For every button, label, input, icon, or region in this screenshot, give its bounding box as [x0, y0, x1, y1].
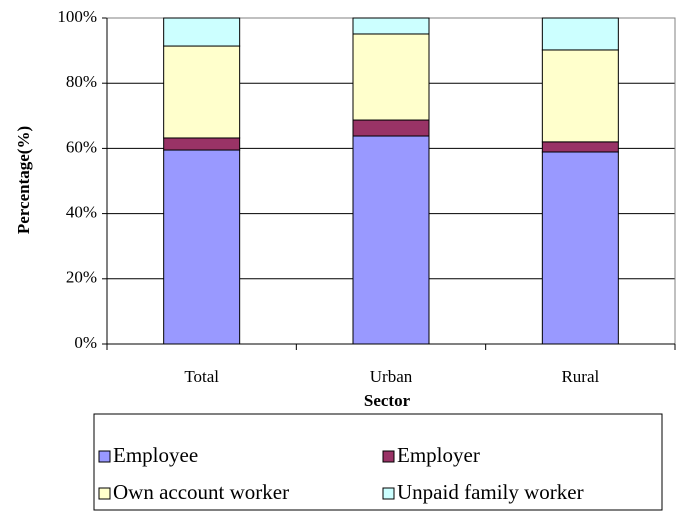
bar-segment [352, 33, 430, 121]
x-tick-label: Urban [370, 367, 413, 386]
bar-segment [352, 17, 430, 35]
y-tick-label: 40% [66, 203, 97, 222]
bar-segment [163, 149, 241, 345]
legend-label: Employer [397, 443, 480, 467]
legend-swatch [98, 487, 111, 500]
x-axis-title: Sector [364, 391, 411, 410]
y-axis-title: Percentage(%) [14, 126, 33, 234]
legend-label: Unpaid family worker [397, 480, 584, 504]
legend-box [93, 413, 663, 511]
bar-segment [163, 17, 241, 47]
y-tick-label: 0% [74, 333, 97, 352]
x-tick-label: Total [184, 367, 219, 386]
bar-segment [163, 45, 241, 139]
y-tick-label: 80% [66, 72, 97, 91]
legend-swatch [98, 450, 111, 463]
legend-label: Own account worker [113, 480, 289, 504]
legend-swatch [382, 450, 395, 463]
legend-swatch [382, 487, 395, 500]
bar-segment [352, 135, 430, 345]
bar-segment [163, 137, 241, 151]
x-tick-label: Rural [561, 367, 599, 386]
legend-label: Employee [113, 443, 198, 467]
y-tick-label: 20% [66, 268, 97, 287]
y-tick-label: 60% [66, 137, 97, 156]
bar-segment [352, 119, 430, 137]
bar-segment [541, 141, 619, 153]
bar-segment [541, 17, 619, 51]
bar-segment [541, 151, 619, 345]
bar-segment [541, 49, 619, 143]
y-tick-label: 100% [57, 7, 97, 26]
